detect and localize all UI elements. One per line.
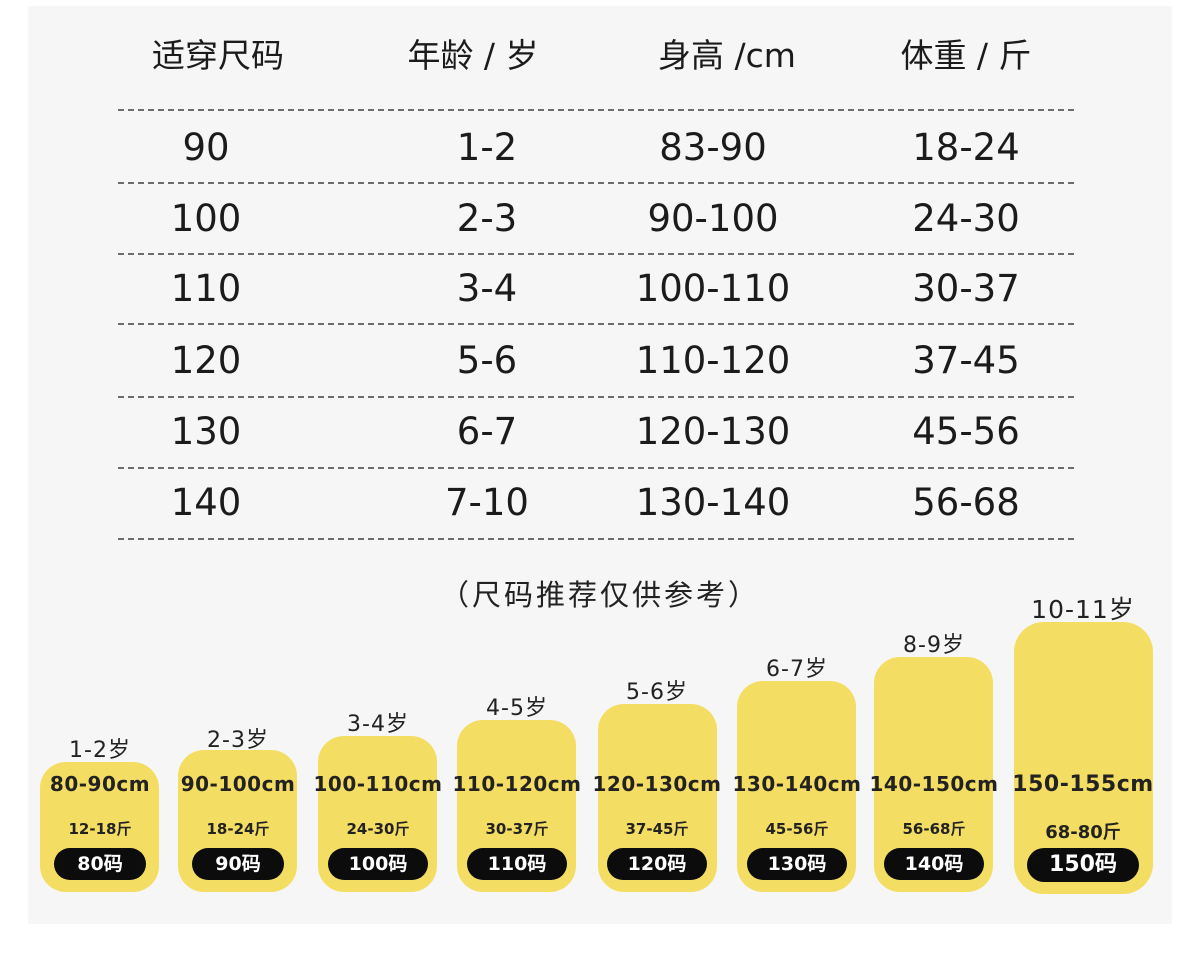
- bar-age-label: 3-4岁: [347, 712, 409, 737]
- size-badge: 80码: [54, 848, 146, 880]
- cell-size: 140: [170, 481, 242, 524]
- cell-weight: 56-68: [912, 481, 1020, 524]
- cell-size: 110: [170, 267, 242, 310]
- bar-weight-label: 30-37斤: [485, 820, 549, 838]
- bar-weight-label: 37-45斤: [625, 820, 689, 838]
- cell-age: 3-4: [456, 267, 518, 310]
- size-badge: 140码: [884, 848, 984, 880]
- bar-age-label: 5-6岁: [626, 680, 688, 705]
- bar-height-label: 100-110cm: [313, 772, 443, 796]
- cell-weight: 45-56: [912, 410, 1020, 453]
- table-divider: [118, 253, 1074, 255]
- cell-size: 130: [170, 410, 242, 453]
- table-divider: [118, 396, 1074, 398]
- bar-age-label: 1-2岁: [69, 738, 131, 763]
- bar-height-label: 130-140cm: [732, 772, 862, 796]
- size-badge: 130码: [747, 848, 847, 880]
- cell-weight: 18-24: [912, 126, 1020, 169]
- bar-height-label: 80-90cm: [49, 772, 151, 796]
- cell-weight: 24-30: [912, 197, 1020, 240]
- cell-age: 6-7: [456, 410, 518, 453]
- cell-height: 90-100: [647, 197, 779, 240]
- cell-height: 110-120: [635, 339, 791, 382]
- bar-age-label: 8-9岁: [903, 633, 965, 658]
- bar-height-label: 90-100cm: [180, 772, 296, 796]
- bar-weight-label: 56-68斤: [902, 820, 966, 838]
- cell-height: 120-130: [635, 410, 791, 453]
- bar-age-label: 4-5岁: [486, 696, 548, 721]
- header-weight: 体重 / 斤: [900, 36, 1032, 75]
- cell-height: 100-110: [635, 267, 791, 310]
- cell-height: 130-140: [635, 481, 791, 524]
- cell-age: 7-10: [445, 481, 529, 524]
- bar-weight-label: 68-80斤: [1045, 822, 1121, 843]
- bar-age-label: 6-7岁: [766, 657, 828, 682]
- header-height: 身高 /cm: [658, 36, 796, 75]
- cell-size: 100: [170, 197, 242, 240]
- cell-weight: 30-37: [912, 267, 1020, 310]
- size-badge: 150码: [1027, 848, 1139, 882]
- cell-age: 1-2: [456, 126, 518, 169]
- bar-weight-label: 24-30斤: [346, 820, 410, 838]
- table-divider: [118, 538, 1074, 540]
- table-divider: [118, 323, 1074, 325]
- bar-weight-label: 12-18斤: [68, 820, 132, 838]
- size-badge: 100码: [328, 848, 428, 880]
- cell-age: 2-3: [456, 197, 518, 240]
- cell-age: 5-6: [456, 339, 518, 382]
- cell-weight: 37-45: [912, 339, 1020, 382]
- cell-size: 90: [182, 126, 230, 169]
- cell-height: 83-90: [659, 126, 767, 169]
- bar-height-label: 150-155cm: [1012, 772, 1154, 797]
- bar-age-label: 10-11岁: [1031, 595, 1135, 624]
- cell-size: 120: [170, 339, 242, 382]
- size-badge: 90码: [192, 848, 284, 880]
- header-age: 年龄 / 岁: [407, 36, 539, 75]
- bar-height-label: 140-150cm: [869, 772, 999, 796]
- disclaimer-note: （尺码推荐仅供参考）: [439, 578, 760, 612]
- bar-height-label: 120-130cm: [592, 772, 722, 796]
- size-badge: 110码: [467, 848, 567, 880]
- bar-weight-label: 45-56斤: [765, 820, 829, 838]
- table-divider: [118, 109, 1074, 111]
- header-size: 适穿尺码: [152, 36, 284, 75]
- bar-height-label: 110-120cm: [452, 772, 582, 796]
- table-divider: [118, 182, 1074, 184]
- bar-weight-label: 18-24斤: [206, 820, 270, 838]
- bar-age-label: 2-3岁: [207, 728, 269, 753]
- table-divider: [118, 467, 1074, 469]
- size-badge: 120码: [607, 848, 707, 880]
